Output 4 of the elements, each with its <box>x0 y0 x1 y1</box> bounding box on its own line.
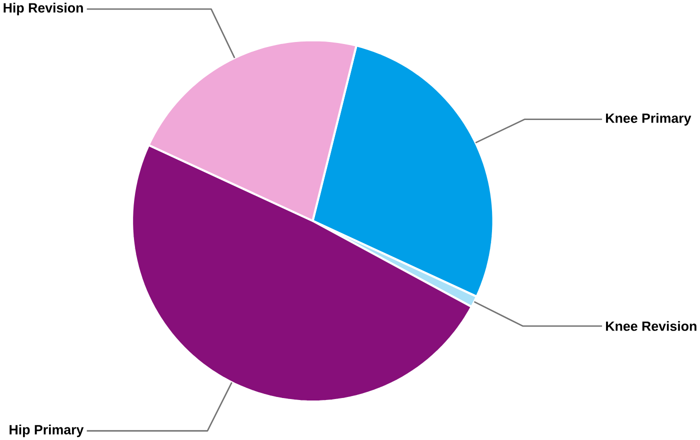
slice-label: Hip Primary <box>10 424 84 438</box>
slice-label: Knee Primary <box>606 113 692 126</box>
slice-label: Knee Revision <box>606 321 696 331</box>
slice-label: Hip Revision <box>4 2 83 16</box>
